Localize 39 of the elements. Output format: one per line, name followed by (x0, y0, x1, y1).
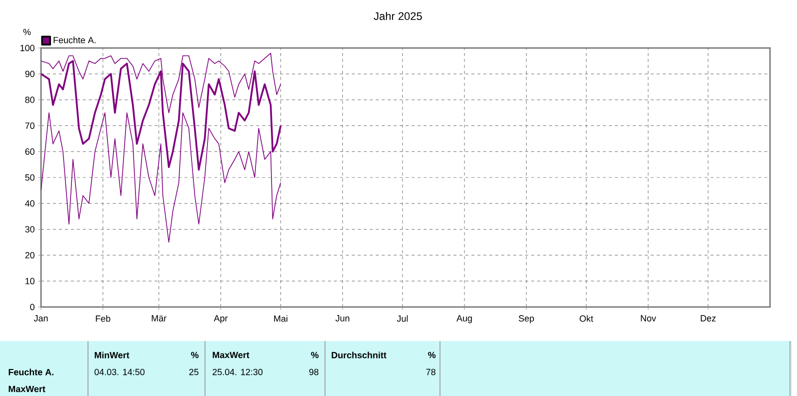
text: 25.04. 12:30 (212, 368, 263, 376)
y-tick-label: 90 (25, 70, 34, 78)
x-tick-label: Mai (274, 315, 288, 322)
text: Feuchte A. (8, 368, 54, 376)
text: MinWert (94, 352, 130, 358)
text: % (311, 352, 319, 358)
x-tick-label: Aug (456, 315, 472, 324)
text: 04.03. 14:50 (94, 368, 145, 376)
x-tick-label: Nov (640, 315, 656, 322)
y-tick-label: 100 (20, 44, 34, 52)
y-tick-label: 40 (25, 200, 34, 207)
y-tick-label: 20 (25, 252, 34, 258)
text: 78 (426, 368, 436, 376)
y-axis-title: % (23, 28, 31, 36)
y-tick-label: 80 (25, 96, 34, 103)
text: Durchschnitt (332, 352, 386, 358)
y-tick-label: 0 (30, 304, 34, 310)
x-tick-label: Jun (336, 315, 350, 322)
x-tick-label: Apr (214, 315, 228, 324)
y-tick-label: 10 (26, 278, 34, 284)
text: % (428, 352, 436, 358)
x-tick-label: Okt (580, 315, 594, 322)
x-tick-label: Feb (96, 315, 110, 322)
text: 98 (309, 368, 318, 376)
y-tick-label: 70 (25, 122, 34, 129)
x-tick-label: Mär (152, 315, 166, 322)
x-tick-label: Jul (396, 315, 408, 322)
chart-title: Jahr 2025 (374, 12, 422, 20)
text: % (191, 352, 199, 358)
x-tick-label: Sep (518, 315, 534, 324)
x-tick-label: Dez (700, 315, 716, 322)
text: 25 (189, 368, 198, 376)
y-tick-label: 50 (25, 174, 34, 181)
y-tick-label: 60 (25, 148, 34, 155)
x-tick-label: Jan (34, 315, 48, 322)
legend-label: Feuchte A. (54, 36, 96, 44)
text: MaxWert (8, 386, 46, 392)
text: MaxWert (212, 352, 250, 358)
y-tick-label: 30 (25, 226, 34, 232)
